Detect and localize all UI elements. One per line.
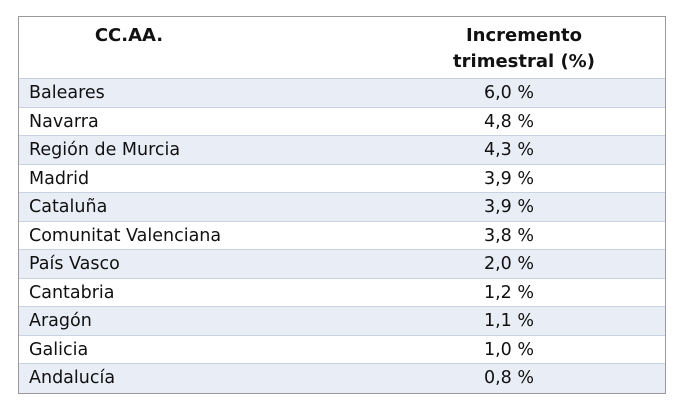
region-cell: Baleares [29,83,105,103]
region-cell: Región de Murcia [29,140,181,160]
value-cell: 3,8 % [483,225,535,246]
region-cell: País Vasco [29,254,120,274]
table-row: Región de Murcia 4,3 % [19,136,665,165]
value-cell: 0,8 % [483,368,535,388]
region-cell: Comunitat Valenciana [29,225,222,246]
table-row: Andalucía 0,8 % [19,364,665,393]
value-cell: 3,9 % [483,168,535,189]
region-cell: Madrid [29,168,90,189]
table-row: Comunitat Valenciana 3,8 % [19,222,665,250]
table-row: Galicia 1,0 % [19,336,665,364]
table-row: País Vasco 2,0 % [19,250,665,279]
value-cell: 2,0 % [483,254,535,274]
table-body: Baleares 6,0 % Navarra 4,8 % Región de Murci… [19,79,665,393]
value-cell: 1,1 % [483,311,535,331]
value-cell: 1,2 % [483,282,535,303]
region-cell: Cataluña [29,197,108,217]
table-header: CC.AA. Incremento trimestral (%) [19,17,665,79]
table: CC.AA. Incremento trimestral (%) Baleare… [18,16,666,394]
value-cell: 4,3 % [483,140,535,160]
table-row: Madrid 3,9 % [19,165,665,193]
value-cell: 6,0 % [483,83,535,103]
header-cell: CC.AA. [94,25,164,46]
table-row: Aragón 1,1 % [19,307,665,336]
region-cell: Andalucía [29,368,116,388]
header-cell: Incremento trimestral (%) [453,25,595,72]
region-cell: Galicia [29,339,89,360]
value-cell: 3,9 % [483,197,535,217]
value-cell: 4,8 % [483,111,535,132]
region-cell: Aragón [29,311,92,331]
value-cell: 1,0 % [483,339,535,360]
region-cell: Navarra [29,111,99,132]
table-row: Cataluña 3,9 % [19,193,665,222]
table-row: Baleares 6,0 % [19,79,665,108]
table-row: Cantabria 1,2 % [19,279,665,307]
table-row: Navarra 4,8 % [19,108,665,136]
region-cell: Cantabria [29,282,115,303]
